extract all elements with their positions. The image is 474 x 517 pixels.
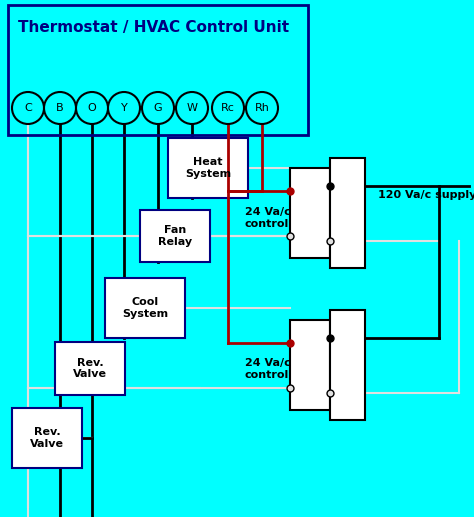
Text: G: G: [154, 103, 162, 113]
Text: Rev.
Valve: Rev. Valve: [30, 427, 64, 449]
Circle shape: [142, 92, 174, 124]
Text: Heat
System: Heat System: [185, 157, 231, 179]
Text: Thermostat / HVAC Control Unit: Thermostat / HVAC Control Unit: [18, 20, 289, 35]
Text: Cool
System: Cool System: [122, 297, 168, 319]
Text: W: W: [186, 103, 198, 113]
Bar: [168, 138, 248, 198]
Text: Fan
Relay: Fan Relay: [158, 225, 192, 247]
Circle shape: [12, 92, 44, 124]
Text: C: C: [24, 103, 32, 113]
Text: O: O: [88, 103, 96, 113]
Bar: [290, 320, 330, 410]
Circle shape: [176, 92, 208, 124]
Bar: [140, 210, 210, 262]
Text: 24 Va/c
control: 24 Va/c control: [245, 358, 291, 379]
Text: Rev.
Valve: Rev. Valve: [73, 358, 107, 379]
Circle shape: [246, 92, 278, 124]
Circle shape: [44, 92, 76, 124]
Circle shape: [212, 92, 244, 124]
Text: Rh: Rh: [255, 103, 269, 113]
Bar: [330, 310, 365, 420]
Circle shape: [76, 92, 108, 124]
Circle shape: [108, 92, 140, 124]
Bar: [330, 158, 365, 268]
Text: Y: Y: [120, 103, 128, 113]
Bar: [290, 168, 330, 258]
Text: B: B: [56, 103, 64, 113]
Bar: [105, 278, 185, 338]
Text: 120 Va/c supply: 120 Va/c supply: [378, 190, 474, 200]
Bar: [12, 408, 82, 468]
Bar: [55, 342, 125, 395]
Text: 24 Va/c
control: 24 Va/c control: [245, 207, 291, 229]
Text: Rc: Rc: [221, 103, 235, 113]
Bar: [8, 5, 308, 135]
